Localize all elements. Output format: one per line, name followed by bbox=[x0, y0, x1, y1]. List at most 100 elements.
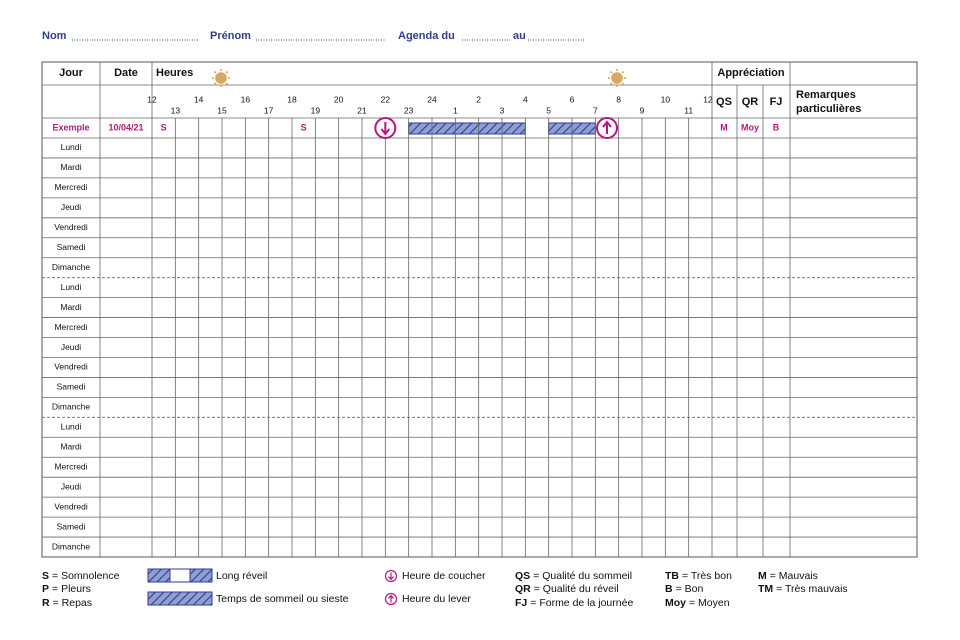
day-label: Mardi bbox=[60, 442, 81, 452]
legend-entry: FJ = Forme de la journée bbox=[515, 597, 633, 609]
legend-entry: QR = Qualité du réveil bbox=[515, 583, 619, 595]
day-label: Dimanche bbox=[52, 402, 91, 412]
day-label: Lundi bbox=[61, 422, 82, 432]
hour-label: 20 bbox=[334, 94, 344, 104]
column-header: particulières bbox=[796, 103, 861, 115]
hour-label: 11 bbox=[684, 105, 693, 115]
column-header: FJ bbox=[770, 96, 783, 108]
hour-label: 8 bbox=[616, 94, 621, 104]
hour-label: 3 bbox=[500, 105, 505, 115]
legend-meaning: = Forme de la journée bbox=[530, 597, 633, 609]
legend-meaning: = Somnolence bbox=[52, 570, 120, 582]
example-mark: S bbox=[161, 122, 167, 132]
table-grid bbox=[41, 61, 918, 558]
hour-label: 21 bbox=[357, 105, 367, 115]
legend-meaning: = Qualité du sommeil bbox=[533, 570, 632, 582]
sun-icon bbox=[608, 69, 626, 87]
legend-entry: TM = Très mauvais bbox=[758, 583, 848, 595]
hour-label: 15 bbox=[217, 105, 227, 115]
hour-label: 10 bbox=[661, 94, 671, 104]
example-appreciation: M bbox=[720, 122, 728, 132]
legend-meaning: = Bon bbox=[676, 583, 704, 595]
icon-arrow-head bbox=[380, 128, 391, 136]
field-label: Nom bbox=[42, 30, 67, 42]
hour-label: 2 bbox=[476, 94, 481, 104]
legend-meaning: = Mauvais bbox=[770, 570, 818, 582]
hour-label: 13 bbox=[171, 105, 181, 115]
hour-label: 18 bbox=[287, 94, 297, 104]
legend-code: M bbox=[758, 570, 767, 582]
hour-label: 12 bbox=[703, 94, 713, 104]
day-label: Dimanche bbox=[52, 262, 91, 272]
table-border bbox=[41, 61, 918, 558]
legend-text: Temps de sommeil ou sieste bbox=[216, 593, 349, 605]
legend-entry: TB = Très bon bbox=[665, 570, 732, 582]
example-date: 10/04/21 bbox=[108, 122, 143, 132]
day-label: Jeudi bbox=[61, 202, 81, 212]
column-header: Remarques bbox=[796, 89, 856, 101]
legend-entry: P = Pleurs bbox=[42, 583, 91, 595]
legend-meaning: = Très mauvais bbox=[776, 583, 848, 595]
sun-icon bbox=[212, 69, 230, 87]
legend-text: Long réveil bbox=[216, 570, 267, 582]
wake-icon bbox=[596, 117, 618, 139]
legend-long-reveil-icon bbox=[147, 568, 213, 583]
day-label: Jeudi bbox=[61, 481, 81, 491]
day-label: Lundi bbox=[61, 282, 82, 292]
legend-meaning: = Pleurs bbox=[52, 583, 91, 595]
legend-meaning: = Qualité du réveil bbox=[534, 583, 619, 595]
legend-meaning: = Très bon bbox=[682, 570, 732, 582]
hour-label: 19 bbox=[311, 105, 321, 115]
hour-label: 4 bbox=[523, 94, 528, 104]
column-header: Jour bbox=[59, 67, 84, 79]
field-label: au bbox=[513, 30, 526, 42]
legend-code: B bbox=[665, 583, 673, 595]
example-mark: S bbox=[301, 122, 307, 132]
hour-label: 1 bbox=[453, 105, 458, 115]
legend-code: TB bbox=[665, 570, 679, 582]
day-label: Samedi bbox=[57, 521, 86, 531]
hour-label: 7 bbox=[593, 105, 598, 115]
day-label: Mardi bbox=[60, 302, 81, 312]
legend-sommeil-icon bbox=[147, 591, 213, 606]
legend-code: QR bbox=[515, 583, 531, 595]
hour-label: 12 bbox=[147, 94, 157, 104]
legend-entry: QS = Qualité du sommeil bbox=[515, 570, 632, 582]
column-header: Date bbox=[114, 67, 138, 79]
day-label: Lundi bbox=[61, 142, 82, 152]
legend-code: FJ bbox=[515, 597, 527, 609]
legend-code: Moy bbox=[665, 597, 686, 609]
day-label: Mardi bbox=[60, 162, 81, 172]
hour-label: 9 bbox=[640, 105, 645, 115]
day-label: Mercredi bbox=[54, 322, 87, 332]
day-label: Vendredi bbox=[54, 501, 88, 511]
day-label: Vendredi bbox=[54, 362, 88, 372]
hour-label: 17 bbox=[264, 105, 274, 115]
legend-code: TM bbox=[758, 583, 773, 595]
day-label: Jeudi bbox=[61, 342, 81, 352]
field-label: Prénom bbox=[210, 30, 251, 42]
legend-code: R bbox=[42, 597, 50, 609]
hour-label: 6 bbox=[570, 94, 575, 104]
column-header: QR bbox=[742, 96, 759, 108]
example-appreciation: B bbox=[773, 122, 780, 132]
hour-label: 22 bbox=[381, 94, 391, 104]
hour-label: 14 bbox=[194, 94, 204, 104]
hour-label: 24 bbox=[427, 94, 437, 104]
hour-label: 5 bbox=[546, 105, 551, 115]
legend-lever-icon bbox=[384, 592, 398, 606]
day-label: Samedi bbox=[57, 382, 86, 392]
legend-coucher-icon bbox=[384, 569, 398, 583]
bed-icon bbox=[374, 117, 397, 139]
legend-code: QS bbox=[515, 570, 530, 582]
hour-label: 16 bbox=[241, 94, 251, 104]
legend-meaning: = Repas bbox=[53, 597, 92, 609]
day-label: Samedi bbox=[57, 242, 86, 252]
column-header: QS bbox=[716, 96, 732, 108]
column-header: Appréciation bbox=[717, 67, 785, 79]
icon-arrow-head bbox=[602, 120, 612, 128]
legend-meaning: = Moyen bbox=[689, 597, 730, 609]
day-label: Mercredi bbox=[54, 182, 87, 192]
legend-entry: B = Bon bbox=[665, 583, 703, 595]
legend-text: Heure du lever bbox=[402, 593, 471, 605]
